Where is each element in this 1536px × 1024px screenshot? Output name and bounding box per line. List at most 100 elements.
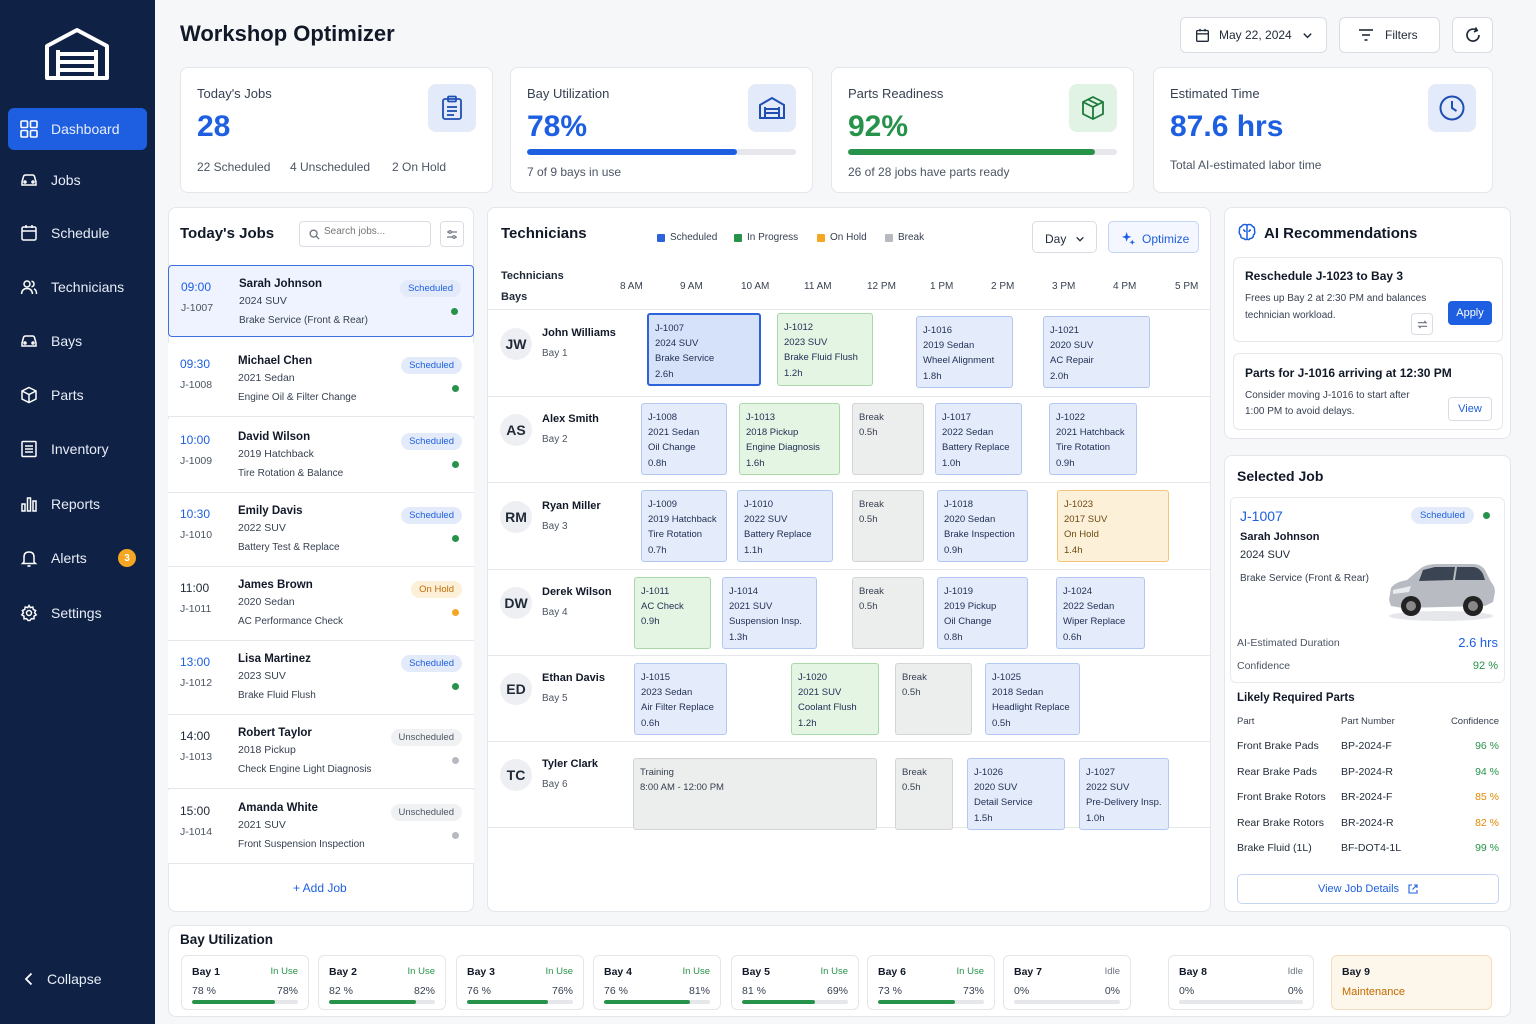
nav-technicians[interactable]: Technicians: [8, 266, 147, 308]
nav-bays[interactable]: Bays: [8, 320, 147, 362]
bay-card[interactable]: Bay 6 In Use 73 % 73%: [867, 955, 995, 1010]
bay-card[interactable]: Bay 5 In Use 81 % 69%: [731, 955, 859, 1010]
bay-card[interactable]: Bay 4 In Use 76 % 81%: [593, 955, 721, 1010]
job-block[interactable]: J-1024 2022 Sedan Wiper Replace 0.6h: [1056, 577, 1145, 649]
block-hrs: 0.5h: [859, 427, 878, 439]
job-block[interactable]: J-1027 2022 SUV Pre-Delivery Insp. 1.0h: [1079, 758, 1169, 830]
job-block[interactable]: J-1022 2021 Hatchback Tire Rotation 0.9h: [1049, 403, 1137, 475]
search-input[interactable]: [324, 226, 424, 237]
bay-status: In Use: [956, 966, 984, 977]
break-block[interactable]: Break 0.5h: [852, 403, 924, 475]
bay-name: Bay 8: [1179, 966, 1208, 978]
service: Brake Fluid Flush: [238, 690, 316, 701]
job-block[interactable]: J-1017 2022 Sedan Battery Replace 1.0h: [935, 403, 1022, 475]
job-row[interactable]: 15:00 J-1014 Amanda White 2021 SUV Front Sus…: [168, 790, 474, 864]
nav-label: Settings: [51, 605, 102, 621]
filters-button[interactable]: Filters: [1339, 17, 1440, 53]
job-row[interactable]: 11:00 J-1011 James Brown 2020 Sedan AC Perfo…: [168, 567, 474, 641]
job-block[interactable]: J-1011 AC Check 0.9h: [634, 577, 711, 649]
view-button[interactable]: View: [1448, 397, 1492, 421]
bay-card[interactable]: Bay 3 In Use 76 % 76%: [456, 955, 584, 1010]
bay-name: Bay 2: [329, 966, 358, 978]
job-id: J-1008: [180, 379, 213, 391]
job-block[interactable]: J-1014 2021 SUV Suspension Insp. 1.3h: [722, 577, 817, 649]
status-badge: Scheduled: [401, 357, 462, 374]
job-block[interactable]: J-1008 2021 Sedan Oil Change 0.8h: [641, 403, 727, 475]
swap-button[interactable]: [1411, 313, 1433, 335]
nav-jobs[interactable]: Jobs: [8, 159, 147, 201]
job-block[interactable]: J-1025 2018 Sedan Headlight Replace 0.5h: [985, 663, 1080, 735]
break-block[interactable]: Break 0.5h: [852, 490, 924, 562]
bay-card[interactable]: Bay 7 Idle 0% 0%: [1003, 955, 1131, 1010]
recommendation-title: Reschedule J-1023 to Bay 3: [1245, 269, 1404, 283]
vehicle: 2021 Sedan: [238, 372, 295, 384]
nav-parts[interactable]: Parts: [8, 374, 147, 416]
block-hrs: 1.1h: [744, 544, 763, 556]
status-dot: [452, 461, 459, 468]
package-icon: [1069, 84, 1117, 132]
job-row[interactable]: 09:00 J-1007 Sarah Johnson 2024 SUV Brake Se…: [168, 265, 474, 337]
job-block[interactable]: J-1020 2021 SUV Coolant Flush 1.2h: [791, 663, 879, 735]
date-picker[interactable]: May 22, 2024: [1180, 17, 1327, 53]
bay-card[interactable]: Bay 2 In Use 82 % 82%: [318, 955, 446, 1010]
bay-card[interactable]: Bay 8 Idle 0% 0%: [1168, 955, 1314, 1010]
search-icon: [309, 229, 320, 240]
nav-settings[interactable]: Settings: [8, 592, 147, 634]
block-service: Brake Fluid Flush: [784, 352, 858, 364]
break-block[interactable]: Training 8:00 AM - 12:00 PM: [633, 758, 877, 830]
break-block[interactable]: Break 0.5h: [852, 577, 924, 649]
nav-reports[interactable]: Reports: [8, 483, 147, 525]
block-id: J-1023: [1064, 499, 1094, 510]
collapse-button[interactable]: Collapse: [8, 958, 147, 1000]
job-block[interactable]: J-1007 2024 SUV Brake Service 2.6h: [647, 313, 761, 386]
selected-job-id[interactable]: J-1007: [1240, 508, 1283, 524]
job-row[interactable]: 13:00 J-1012 Lisa Martinez 2023 SUV Brake Fl…: [168, 641, 474, 715]
job-block[interactable]: J-1010 2022 SUV Battery Replace 1.1h: [737, 490, 833, 562]
break-block[interactable]: Break 0.5h: [895, 663, 972, 735]
time-label: 10 AM: [741, 281, 770, 292]
nav-inventory[interactable]: Inventory: [8, 428, 147, 470]
add-job-button[interactable]: + Add Job: [293, 881, 347, 895]
job-block[interactable]: J-1009 2019 Hatchback Tire Rotation 0.7h: [641, 490, 727, 562]
view-job-details-button[interactable]: View Job Details: [1237, 874, 1499, 904]
job-block[interactable]: J-1012 2023 SUV Brake Fluid Flush 1.2h: [777, 313, 873, 386]
service: Brake Service (Front & Rear): [1240, 573, 1369, 584]
recommendation-title: Parts for J-1016 arriving at 12:30 PM: [1245, 366, 1452, 380]
optimize-button[interactable]: Optimize: [1108, 221, 1199, 253]
block-id: J-1021: [1050, 325, 1080, 336]
search-box[interactable]: [299, 221, 431, 247]
block-service: Oil Change: [648, 442, 696, 454]
time-label: 2 PM: [991, 281, 1015, 292]
job-block[interactable]: J-1026 2020 SUV Detail Service 1.5h: [967, 758, 1065, 830]
apply-button[interactable]: Apply: [1448, 301, 1492, 325]
job-block[interactable]: J-1021 2020 SUV AC Repair 2.0h: [1043, 316, 1150, 388]
job-block[interactable]: J-1013 2018 Pickup Engine Diagnosis 1.6h: [739, 403, 840, 475]
break-block[interactable]: Break 0.5h: [895, 758, 953, 830]
sort-button[interactable]: [440, 221, 464, 247]
customer-name: Sarah Johnson: [1240, 531, 1320, 543]
kpi-value: 78%: [527, 110, 588, 143]
status-dot: [1483, 512, 1490, 519]
job-row[interactable]: 14:00 J-1013 Robert Taylor 2018 Pickup Check…: [168, 715, 474, 789]
bay-utilization-value: 78 %: [192, 985, 216, 997]
job-row[interactable]: 10:30 J-1010 Emily Davis 2022 SUV Battery Te…: [168, 493, 474, 567]
block-id: J-1008: [648, 412, 678, 423]
job-block[interactable]: J-1019 2019 Pickup Oil Change 0.8h: [937, 577, 1028, 649]
bay-utilization-percent: 0%: [1287, 985, 1303, 997]
job-block[interactable]: J-1018 2020 Sedan Brake Inspection 0.9h: [937, 490, 1028, 562]
nav-dashboard[interactable]: Dashboard: [8, 108, 147, 150]
technician-name: John Williams: [542, 327, 616, 339]
job-row[interactable]: 09:30 J-1008 Michael Chen 2021 Sedan Engine …: [168, 343, 474, 417]
job-block[interactable]: J-1015 2023 Sedan Air Filter Replace 0.6h: [634, 663, 727, 735]
job-row[interactable]: 10:00 J-1009 David Wilson 2019 Hatchback Tir…: [168, 419, 474, 493]
kpi-subtext: Total AI-estimated labor time: [1170, 158, 1322, 172]
block-vehicle: 2017 SUV: [1064, 514, 1108, 526]
bay-card[interactable]: Bay 1 In Use 78 % 78%: [181, 955, 309, 1010]
bay-card[interactable]: Bay 9 Maintenance: [1331, 955, 1492, 1010]
job-block[interactable]: J-1016 2019 Sedan Wheel Alignment 1.8h: [916, 316, 1013, 388]
refresh-button[interactable]: [1452, 17, 1493, 53]
view-select[interactable]: Day: [1032, 221, 1097, 253]
nav-schedule[interactable]: Schedule: [8, 212, 147, 254]
nav-alerts[interactable]: Alerts 3: [8, 537, 147, 579]
job-block[interactable]: J-1023 2017 SUV On Hold 1.4h: [1057, 490, 1169, 562]
